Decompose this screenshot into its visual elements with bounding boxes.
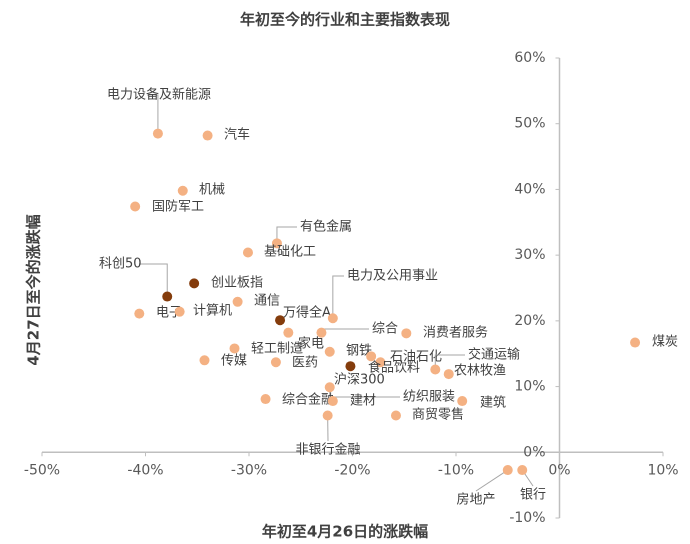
point-label: 医药 (292, 356, 318, 371)
point-label: 非银行金融 (295, 442, 360, 458)
point (345, 361, 356, 372)
y-tick-label: 10% (514, 379, 545, 395)
point (152, 128, 163, 139)
point (327, 396, 338, 407)
point (260, 394, 271, 405)
point-label: 国防军工 (152, 199, 204, 215)
point-label: 综合金融 (282, 392, 334, 408)
leader-line (139, 263, 168, 297)
x-tick-label: -30% (231, 462, 267, 478)
point-label: 基础化工 (264, 245, 316, 260)
point-label: 综合 (372, 322, 398, 337)
point (457, 396, 468, 407)
point-label: 建材 (350, 394, 376, 409)
leader-line (332, 275, 344, 319)
point (242, 247, 253, 258)
point-label: 石油石化 (390, 350, 442, 365)
point-label: 纺织服装 (403, 390, 455, 405)
point-label: 电力设备及新能源 (107, 87, 211, 103)
y-tick-label: 0% (523, 444, 545, 460)
point-label: 万得全A (283, 305, 331, 321)
point-label: 交通运输 (468, 347, 520, 363)
x-tick-label: -20% (334, 462, 370, 478)
leader-line (276, 226, 297, 244)
point-label: 计算机 (193, 304, 232, 319)
y-tick-label: 20% (514, 313, 545, 329)
point (324, 346, 335, 357)
point (174, 306, 185, 317)
point (322, 410, 333, 421)
point-label: 家电 (298, 336, 324, 352)
y-tick-label: 50% (514, 116, 545, 132)
point-label: 农林牧渔 (454, 364, 506, 379)
point-label: 银行 (520, 488, 546, 503)
point-label: 轻工制造 (251, 342, 303, 357)
point-label: 有色金属 (300, 219, 352, 235)
y-axis-title: 4月27日至今的涨跌幅 (25, 214, 43, 365)
point (229, 343, 240, 354)
point-label: 创业板指 (211, 276, 263, 291)
leader-line (147, 94, 159, 134)
point-label: 科创50 (99, 257, 142, 272)
x-tick-label: 10% (647, 462, 678, 478)
point-label: 钢铁 (346, 344, 372, 359)
x-axis-title: 年初至4月26日的涨跌幅 (262, 523, 428, 541)
point-label: 食品饮料 (368, 360, 420, 376)
point (177, 185, 188, 196)
point (366, 351, 377, 362)
point (232, 296, 243, 307)
point-label: 房地产 (456, 492, 495, 508)
point-label: 商贸零售 (412, 407, 464, 423)
point-label: 电力及公用事业 (347, 269, 438, 284)
point (443, 369, 454, 380)
point-label: 建筑 (480, 395, 506, 411)
point (130, 201, 141, 212)
point (430, 364, 441, 375)
point-label: 汽车 (224, 127, 250, 143)
point-label: 消费者服务 (423, 325, 488, 341)
point (630, 337, 641, 348)
point (283, 327, 294, 338)
point (390, 410, 401, 421)
x-tick-label: -40% (127, 462, 163, 478)
point (316, 327, 327, 338)
leader-line (475, 469, 509, 492)
point (275, 315, 286, 326)
point-label: 通信 (254, 294, 280, 309)
point (324, 382, 335, 393)
y-tick-label: 40% (514, 181, 545, 197)
point (199, 355, 210, 366)
y-tick-label: 60% (514, 50, 545, 66)
point (134, 308, 145, 319)
point (271, 238, 282, 249)
x-tick-label: -50% (24, 462, 60, 478)
point (375, 357, 386, 368)
point (502, 465, 513, 476)
point-label: 传媒 (221, 354, 247, 369)
point (401, 328, 412, 339)
point-label: 机械 (199, 183, 225, 198)
y-tick-label: 30% (514, 247, 545, 263)
point-label: 沪深300 (334, 372, 385, 388)
chart-title: 年初至今的行业和主要指数表现 (240, 11, 450, 29)
y-tick-label: -10% (509, 510, 545, 526)
point (202, 130, 213, 141)
point (162, 291, 173, 302)
point (327, 313, 338, 324)
leader-line (320, 328, 369, 333)
point (270, 357, 281, 368)
x-tick-label: -10% (438, 462, 474, 478)
point-label: 煤炭 (652, 335, 678, 350)
x-tick-label: 0% (548, 462, 570, 478)
point (517, 465, 528, 476)
point (189, 278, 200, 289)
